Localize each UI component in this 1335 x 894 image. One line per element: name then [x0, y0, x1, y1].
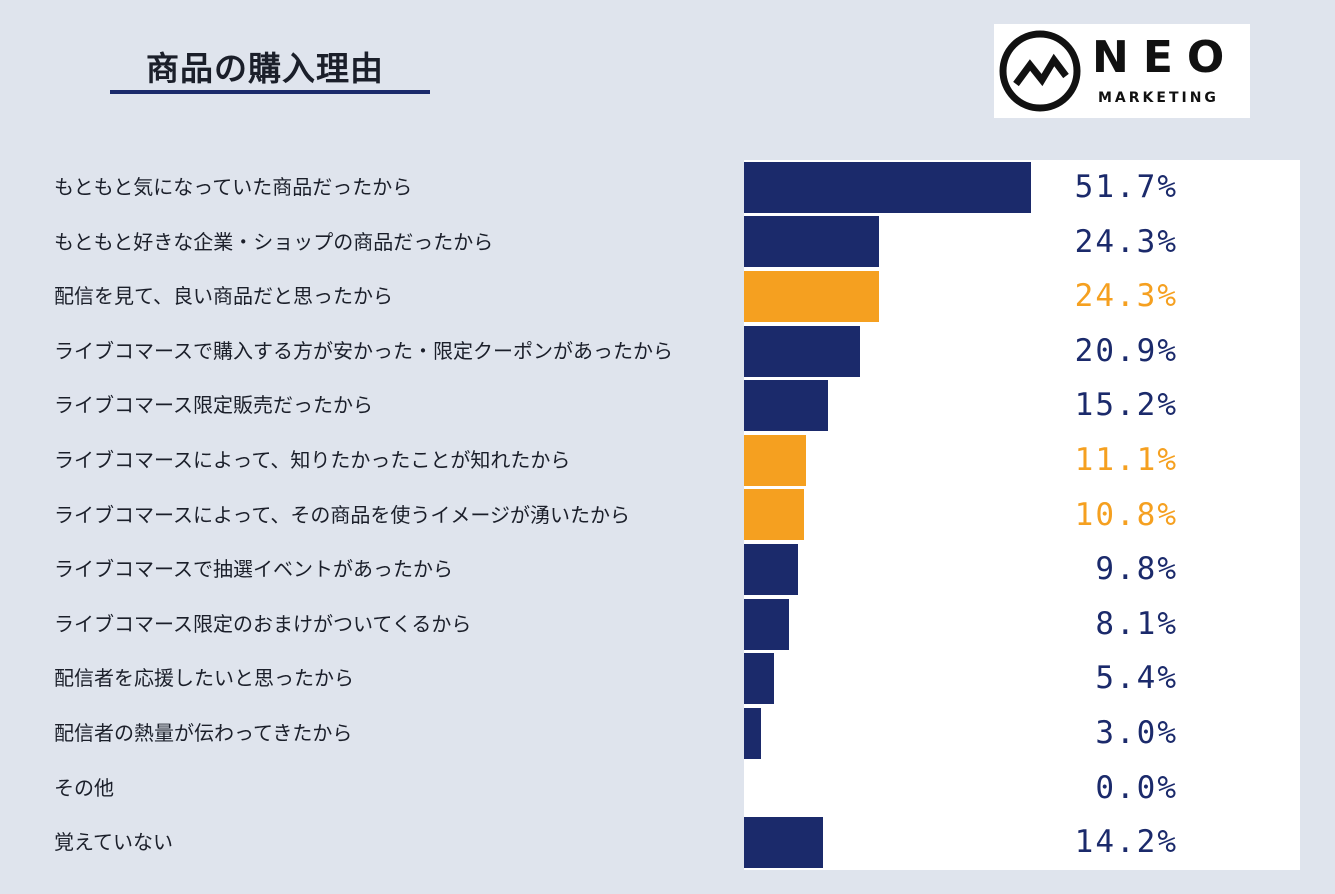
bar	[744, 544, 799, 595]
value-label: 9.8%	[1095, 551, 1178, 588]
value-label: 10.8%	[1074, 496, 1178, 533]
bar	[744, 434, 806, 486]
title-underline	[110, 90, 430, 94]
value-label: 0.0%	[1095, 769, 1178, 806]
value-label: 8.1%	[1095, 605, 1178, 642]
value-label: 3.0%	[1095, 715, 1178, 751]
category-label: ライブコマースで購入する方が安かった・限定クーポンがあったから	[54, 338, 673, 363]
category-label: もともと気になっていた商品だったから	[54, 175, 413, 199]
logo-neo-text: NEO	[1092, 32, 1239, 83]
logo-mark-icon	[999, 30, 1081, 112]
category-label: 配信者を応援したいと思ったから	[54, 666, 354, 691]
category-label: ライブコマースによって、知りたかったことが知れたから	[54, 448, 571, 472]
category-label: ライブコマース限定のおまけがついてくるから	[54, 611, 472, 636]
bar	[744, 380, 829, 432]
value-label: 20.9%	[1074, 332, 1178, 369]
bar	[744, 216, 879, 268]
category-label: 配信を見て、良い商品だと思ったから	[54, 284, 393, 309]
category-label: ライブコマースによって、その商品を使うイメージが湧いたから	[54, 502, 630, 527]
bar	[744, 271, 879, 322]
bar	[744, 817, 823, 868]
category-label: ライブコマースで抽選イベントがあったから	[54, 557, 453, 582]
logo-marketing-text: MARKETING	[1098, 90, 1219, 106]
value-label: 51.7%	[1074, 169, 1178, 205]
category-label: その他	[54, 775, 114, 800]
chart-title: 商品の購入理由	[146, 49, 384, 88]
bar	[744, 653, 774, 705]
bar	[744, 489, 804, 541]
neo-marketing-logo: NEO MARKETING	[994, 24, 1250, 118]
value-label: 5.4%	[1095, 660, 1178, 697]
value-label: 15.2%	[1074, 387, 1178, 424]
bar-chart-area: 51.7% 24.3% 24.3% 20.9% 15.2% 11.1% 10.8% 9.8% 8…	[744, 160, 1300, 870]
value-label: 24.3%	[1074, 278, 1178, 315]
value-label: 24.3%	[1074, 223, 1178, 260]
category-label: 覚えていない	[54, 830, 173, 855]
category-label: ライブコマース限定販売だったから	[54, 393, 373, 418]
bar	[744, 161, 1031, 213]
value-label: 14.2%	[1074, 824, 1178, 861]
category-label: 配信者の熱量が伝わってきたから	[54, 721, 353, 745]
category-label: もともと好きな企業・ショップの商品だったから	[54, 229, 494, 254]
value-label: 11.1%	[1074, 442, 1178, 478]
bar	[744, 598, 789, 650]
bar	[744, 325, 861, 377]
bar	[744, 707, 761, 759]
